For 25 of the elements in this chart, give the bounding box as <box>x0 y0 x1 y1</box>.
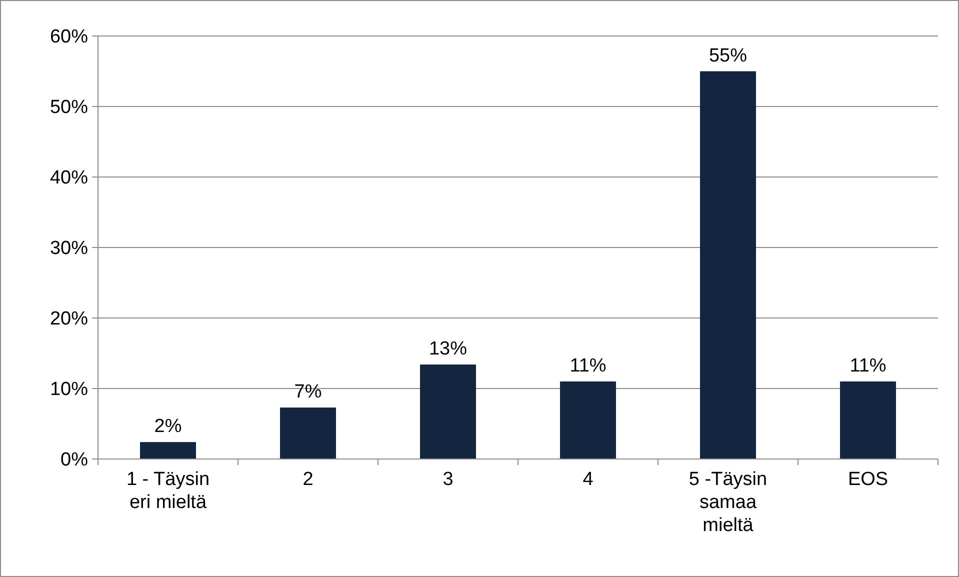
data-label: 13% <box>428 338 468 360</box>
y-tick-label: 60% <box>50 26 88 48</box>
bar <box>840 381 896 459</box>
x-tick-label: EOS <box>848 469 888 490</box>
bar <box>140 442 196 459</box>
x-tick-label: 5 -Täysin samaa mieltä <box>688 469 768 536</box>
y-tick-label: 40% <box>50 168 88 189</box>
y-tick-label: 30% <box>50 238 88 260</box>
data-label: 2% <box>154 416 182 438</box>
x-tick-label: 4 <box>582 469 594 490</box>
x-tick-label: 2 <box>302 469 314 490</box>
data-label: 7% <box>294 382 322 403</box>
y-tick-label: 20% <box>50 308 88 330</box>
bar <box>560 381 616 459</box>
x-tick-label: 3 <box>442 469 454 490</box>
bar <box>420 364 476 459</box>
y-tick-label: 50% <box>50 97 88 118</box>
bar <box>280 408 336 459</box>
data-label: 55% <box>708 45 748 66</box>
x-tick-label: 1 - Täysin eri mieltä <box>126 469 210 513</box>
y-tick-label: 10% <box>50 379 88 400</box>
bar <box>700 71 756 459</box>
data-label: 11% <box>570 355 606 376</box>
data-label: 11% <box>850 355 886 376</box>
y-tick-label: 0% <box>60 450 88 471</box>
